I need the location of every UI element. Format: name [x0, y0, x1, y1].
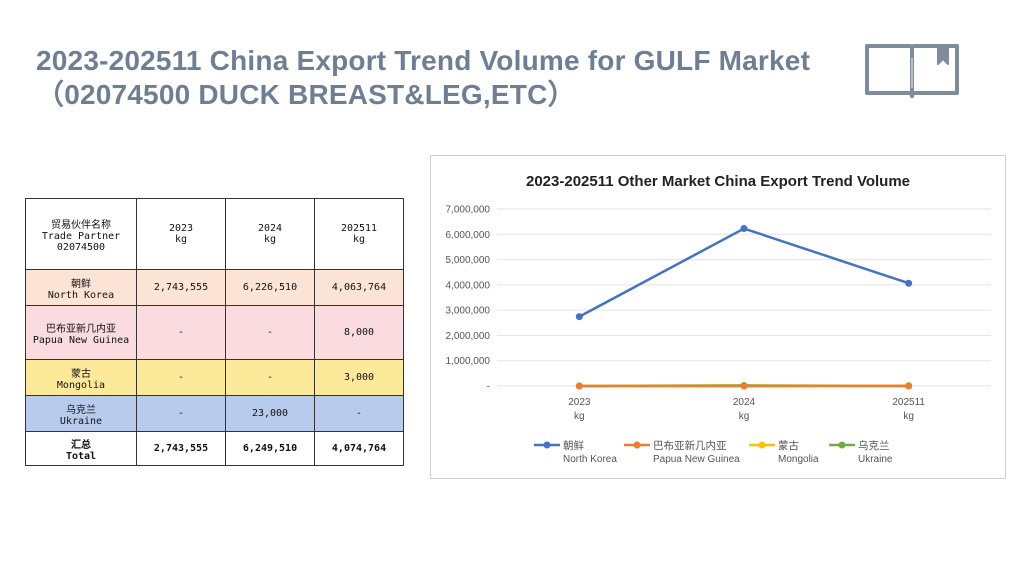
- value-cell: -: [136, 359, 226, 396]
- title-line-2: （02074500 DUCK BREAST&LEG,ETC）: [36, 79, 576, 110]
- y-tick-label: 7,000,000: [446, 205, 491, 216]
- value-cell: 8,000: [314, 305, 404, 360]
- legend-label: 乌克兰: [858, 439, 890, 452]
- trade-partner-table: 贸易伙伴名称 Trade Partner 02074500 2023 kg 20…: [25, 198, 404, 466]
- legend-label-en: Mongolia: [778, 454, 819, 465]
- legend-marker: [543, 441, 551, 449]
- x-tick-label: kg: [739, 411, 750, 422]
- page-title: 2023-202511 China Export Trend Volume fo…: [36, 44, 810, 112]
- value-cell: -: [136, 395, 226, 432]
- value-cell: -: [314, 395, 404, 432]
- y-tick-label: 3,000,000: [446, 306, 491, 317]
- header-2023: 2023 kg: [136, 198, 226, 270]
- x-tick-label: 2024: [733, 397, 756, 408]
- x-tick-label: kg: [903, 411, 914, 422]
- series-line: [578, 227, 910, 318]
- total-label-cell: 汇总 Total: [25, 431, 137, 466]
- header-2024: 2024 kg: [225, 198, 315, 270]
- legend-marker: [838, 441, 846, 449]
- legend-marker: [758, 441, 766, 449]
- header-202511: 202511 kg: [314, 198, 404, 270]
- value-cell: 4,063,764: [314, 269, 404, 306]
- table-row: 蒙古 Mongolia - - 3,000: [25, 359, 404, 396]
- table-row: 巴布亚新几内亚 Papua New Guinea - - 8,000: [25, 305, 404, 360]
- legend-label-en: North Korea: [563, 454, 617, 465]
- line-chart: 2023-202511 Other Market China Export Tr…: [430, 155, 1006, 479]
- y-tick-label: 1,000,000: [446, 356, 491, 367]
- table-header-row: 贸易伙伴名称 Trade Partner 02074500 2023 kg 20…: [25, 198, 404, 270]
- table-total-row: 汇总 Total 2,743,555 6,249,510 4,074,764: [25, 431, 404, 466]
- x-tick-label: kg: [574, 411, 585, 422]
- legend-label: 朝鲜: [563, 439, 584, 452]
- partner-cell: 巴布亚新几内亚 Papua New Guinea: [25, 305, 137, 360]
- value-cell: 3,000: [314, 359, 404, 396]
- table-row: 朝鲜 North Korea 2,743,555 6,226,510 4,063,…: [25, 269, 404, 306]
- y-tick-label: 4,000,000: [446, 280, 491, 291]
- value-cell: -: [225, 305, 315, 360]
- x-tick-label: 202511: [892, 397, 925, 408]
- data-point: [740, 225, 748, 233]
- legend-label: 巴布亚新几内亚: [653, 439, 727, 452]
- x-tick-label: 2023: [568, 397, 591, 408]
- legend-label: 蒙古: [778, 439, 799, 452]
- value-cell: 6,226,510: [225, 269, 315, 306]
- value-cell: 2,743,555: [136, 269, 226, 306]
- value-cell: -: [225, 359, 315, 396]
- total-value-cell: 6,249,510: [225, 431, 315, 466]
- data-point: [905, 279, 913, 287]
- legend-label-en: Ukraine: [858, 454, 893, 465]
- title-line-1: 2023-202511 China Export Trend Volume fo…: [36, 45, 811, 76]
- partner-cell: 蒙古 Mongolia: [25, 359, 137, 396]
- y-tick-label: 2,000,000: [446, 331, 491, 342]
- header-partner: 贸易伙伴名称 Trade Partner 02074500: [25, 198, 137, 270]
- data-point: [575, 313, 583, 321]
- chart-canvas: 2023-202511 Other Market China Export Tr…: [446, 173, 991, 465]
- y-tick-label: 6,000,000: [446, 230, 491, 241]
- partner-cell: 乌克兰 Ukraine: [25, 395, 137, 432]
- data-point: [740, 382, 748, 390]
- legend-label-en: Papua New Guinea: [653, 454, 740, 465]
- y-tick-label: 5,000,000: [446, 255, 491, 266]
- data-point: [905, 382, 913, 390]
- value-cell: 23,000: [225, 395, 315, 432]
- open-book-icon: [862, 40, 962, 105]
- legend-marker: [633, 441, 641, 449]
- partner-cell: 朝鲜 North Korea: [25, 269, 137, 306]
- value-cell: -: [136, 305, 226, 360]
- total-value-cell: 2,743,555: [136, 431, 226, 466]
- total-value-cell: 4,074,764: [314, 431, 404, 466]
- table-row: 乌克兰 Ukraine - 23,000 -: [25, 395, 404, 432]
- chart-title: 2023-202511 Other Market China Export Tr…: [526, 173, 910, 190]
- y-tick-label: -: [487, 382, 490, 393]
- data-point: [575, 382, 583, 390]
